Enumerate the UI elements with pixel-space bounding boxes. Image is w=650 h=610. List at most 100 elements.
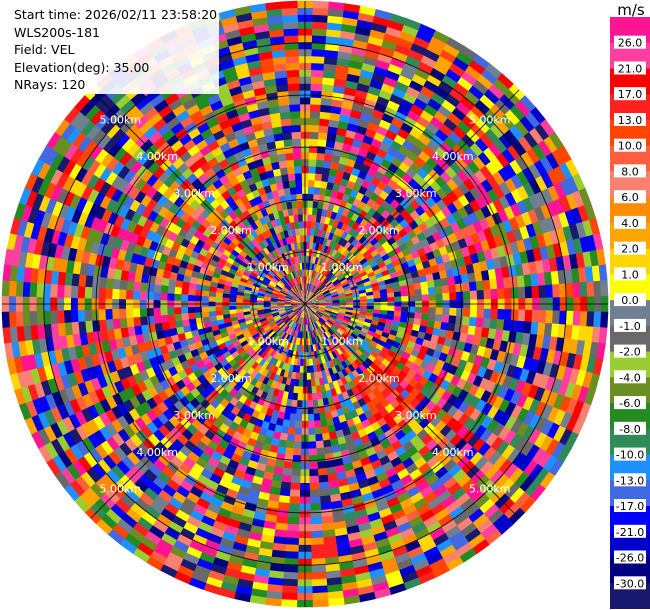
range-gate [165, 461, 180, 474]
range-gate [220, 581, 238, 593]
range-gate [335, 318, 343, 324]
range-gate [297, 386, 303, 394]
range-gate [347, 403, 356, 413]
range-gate [486, 419, 500, 434]
range-gate [251, 288, 259, 293]
range-gate [288, 312, 295, 318]
range-gate [307, 386, 313, 394]
range-gate [315, 440, 324, 449]
range-gate [36, 225, 48, 242]
range-gate [108, 338, 118, 351]
range-gate [305, 304, 309, 311]
range-gate [354, 348, 363, 357]
range-gate [309, 309, 315, 316]
range-gate [89, 144, 103, 160]
range-gate [291, 306, 299, 311]
range-gate [328, 232, 335, 241]
range-gate [348, 116, 361, 126]
range-gate [415, 337, 425, 346]
range-gate [215, 287, 224, 294]
range-gate [121, 455, 136, 471]
range-gate [218, 273, 228, 281]
range-gate [118, 151, 133, 166]
range-gate [416, 428, 429, 441]
range-gate [77, 309, 86, 322]
range-gate [130, 211, 142, 224]
range-gate [414, 306, 423, 314]
range-gate [81, 436, 95, 453]
range-gate [299, 310, 303, 318]
range-gate [279, 269, 286, 277]
range-gate [462, 308, 471, 318]
range-gate [318, 298, 326, 301]
range-gate [309, 461, 318, 470]
range-gate [155, 224, 166, 236]
range-gate [204, 429, 216, 441]
range-gate [292, 286, 298, 294]
range-gate [157, 489, 173, 503]
range-gate [277, 270, 285, 278]
range-gate [514, 437, 529, 453]
range-gate [270, 299, 278, 302]
range-gate [459, 265, 468, 276]
range-gate [305, 262, 309, 270]
range-gate [545, 284, 554, 298]
range-gate [359, 295, 368, 300]
range-gate [313, 337, 317, 345]
range-gate [486, 405, 499, 420]
range-gate [485, 380, 497, 394]
range-gate [469, 451, 484, 466]
range-gate [288, 509, 300, 518]
range-gate [132, 352, 143, 364]
range-gate [218, 119, 232, 130]
range-gate [175, 145, 188, 158]
range-gate [86, 124, 101, 141]
range-gate [324, 294, 332, 299]
range-gate [132, 223, 144, 236]
range-gate [363, 264, 372, 272]
range-gate [277, 320, 285, 327]
range-gate [263, 414, 272, 424]
range-gate [398, 161, 411, 173]
range-gate [286, 293, 294, 298]
range-gate [225, 354, 234, 363]
range-gate [489, 469, 505, 485]
range-gate [426, 552, 444, 566]
range-gate [137, 442, 151, 456]
range-gate [305, 302, 313, 304]
range-gate [31, 159, 45, 177]
range-gate [291, 300, 299, 303]
range-gate [284, 341, 290, 349]
range-gate [246, 215, 255, 225]
range-gate [24, 417, 38, 435]
range-gate [148, 463, 162, 478]
range-gate [97, 133, 112, 149]
range-gate [421, 433, 434, 446]
range-gate [298, 324, 302, 332]
range-gate [320, 419, 328, 428]
range-gate [69, 444, 84, 461]
range-gate [105, 436, 120, 451]
range-gate [272, 313, 280, 318]
range-gate [545, 310, 554, 324]
range-gate [346, 73, 360, 84]
range-gate [333, 176, 343, 186]
range-gate [346, 300, 354, 303]
range-gate [285, 440, 295, 449]
range-gate [351, 167, 361, 177]
range-gate [261, 420, 270, 430]
range-gate [468, 59, 486, 75]
range-gate [307, 407, 314, 415]
range-gate [333, 141, 344, 150]
range-gate [392, 87, 407, 99]
range-gate [335, 429, 345, 439]
range-gate [62, 175, 76, 192]
range-gate [342, 504, 355, 515]
range-gate [255, 356, 264, 365]
range-gate [407, 546, 424, 559]
range-gate [225, 245, 234, 254]
range-gate [344, 225, 353, 234]
range-gate [501, 330, 511, 342]
range-gate [135, 202, 147, 216]
range-gate [297, 304, 305, 307]
